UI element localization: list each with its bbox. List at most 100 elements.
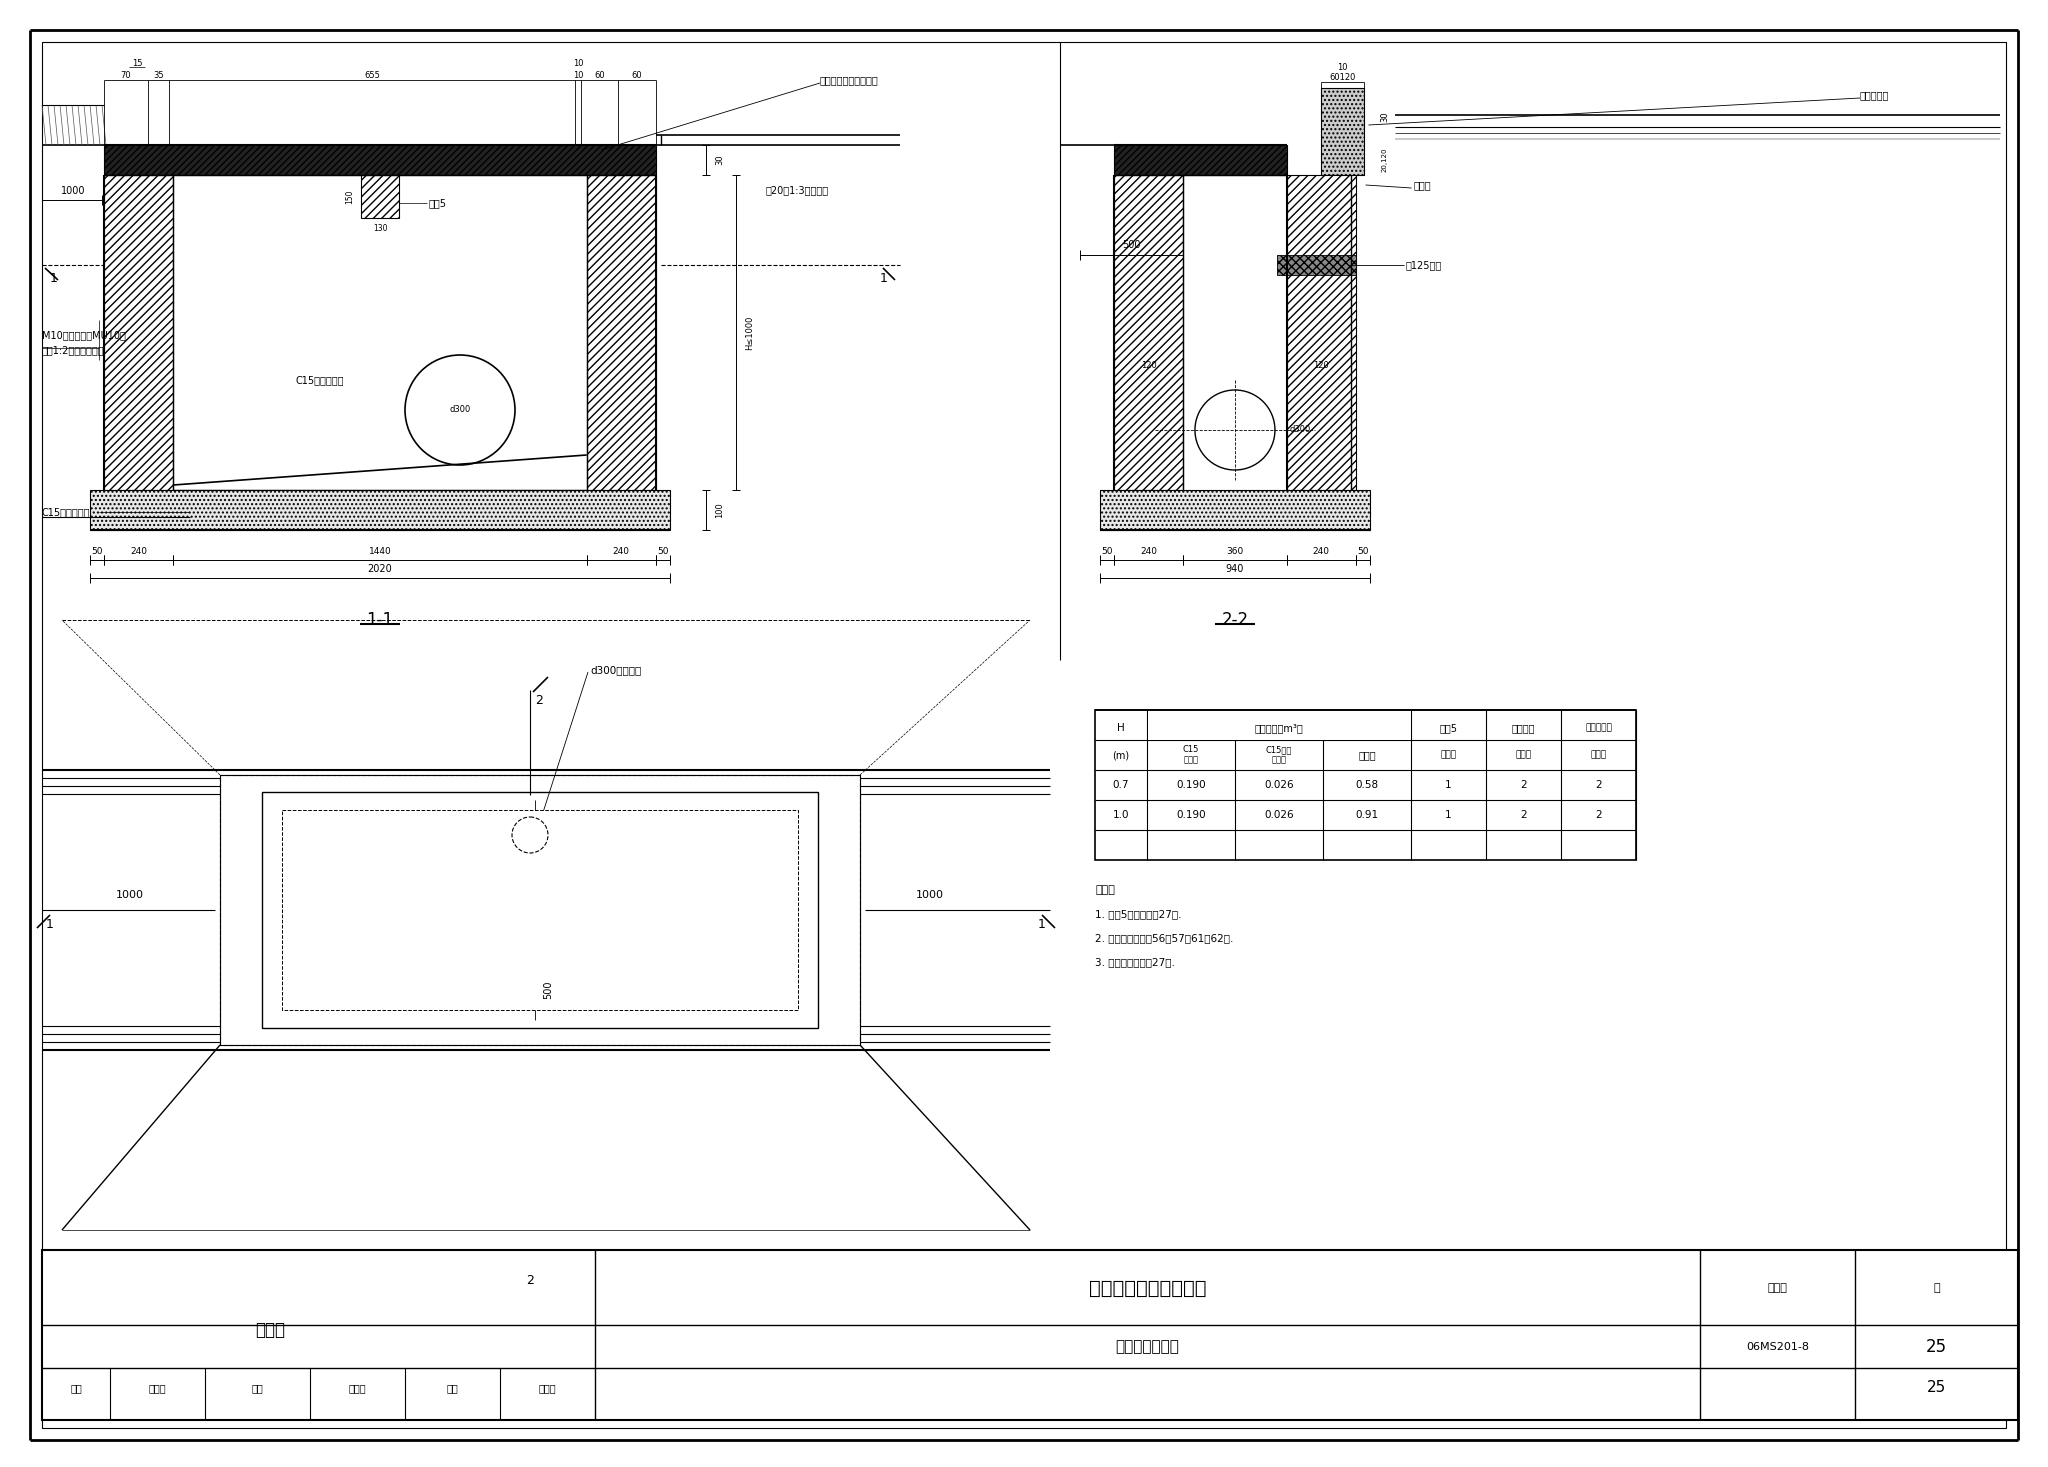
Text: 1: 1 (1038, 918, 1047, 932)
Bar (262, 792, 817, 1028)
Text: 1: 1 (881, 271, 889, 285)
Bar (1321, 88, 1364, 175)
Text: M10水泥砂浆砌MU10砖: M10水泥砂浆砌MU10砖 (43, 330, 125, 340)
Text: 砖砌偏沟式双算雨水口: 砖砌偏沟式双算雨水口 (1090, 1279, 1206, 1297)
Text: d300雨水口管: d300雨水口管 (590, 665, 641, 675)
Bar (1149, 711, 1411, 739)
Text: 10: 10 (573, 59, 584, 67)
Bar (301, 820, 510, 1000)
Text: 10: 10 (573, 70, 584, 79)
Bar (1100, 490, 1370, 530)
Text: 360: 360 (1227, 547, 1243, 556)
Text: d300: d300 (449, 405, 471, 415)
Text: 过梁5: 过梁5 (428, 198, 446, 208)
Bar (90, 490, 670, 530)
Text: 15: 15 (131, 59, 141, 67)
Text: 1: 1 (45, 918, 53, 932)
Bar (1286, 175, 1356, 490)
Bar (1321, 88, 1364, 175)
Text: 20,120: 20,120 (1382, 148, 1389, 172)
Text: C15细石
混凝土: C15细石 混凝土 (1266, 745, 1292, 764)
Text: 0.7: 0.7 (1112, 780, 1128, 791)
Text: 30: 30 (1380, 111, 1389, 122)
Text: 2-2: 2-2 (1221, 610, 1249, 629)
Text: 500: 500 (1122, 241, 1141, 249)
Text: 设计: 设计 (446, 1383, 459, 1394)
Text: 图集号: 图集号 (1767, 1284, 1788, 1292)
Text: 砖砌体: 砖砌体 (1358, 750, 1376, 760)
Text: 1-1: 1-1 (367, 610, 393, 629)
Text: C15混凝土基础: C15混凝土基础 (43, 508, 90, 516)
Bar (1096, 710, 1636, 860)
Text: 2: 2 (1595, 810, 1602, 820)
Text: 2020: 2020 (369, 563, 393, 574)
Text: (m): (m) (1112, 750, 1130, 760)
Bar (219, 775, 860, 1045)
Text: 50: 50 (657, 547, 668, 556)
Text: 混凝土井圈: 混凝土井圈 (1585, 723, 1612, 732)
Text: H: H (1116, 723, 1124, 734)
Text: 150: 150 (344, 189, 354, 204)
Text: H≤1000: H≤1000 (745, 315, 754, 349)
Text: 06MS201-8: 06MS201-8 (1747, 1342, 1808, 1353)
Text: 940: 940 (1227, 563, 1243, 574)
Text: 240: 240 (1141, 547, 1157, 556)
Bar (551, 820, 778, 1000)
Bar (219, 775, 860, 1045)
Text: 30: 30 (715, 154, 725, 166)
Text: 发125砖券: 发125砖券 (1405, 260, 1442, 270)
Text: （混凝土井圈）: （混凝土井圈） (1116, 1339, 1180, 1354)
Text: 240: 240 (131, 547, 147, 556)
Bar (283, 810, 799, 1009)
Text: 25: 25 (1927, 1380, 1946, 1395)
Text: 25: 25 (1925, 1338, 1948, 1356)
Text: 0.91: 0.91 (1356, 810, 1378, 820)
Text: 1. 过梁5见本图集第27页.: 1. 过梁5见本图集第27页. (1096, 910, 1182, 918)
Text: 人行道铺装: 人行道铺装 (1860, 89, 1890, 100)
Text: 70: 70 (121, 70, 131, 79)
Text: 240: 240 (1313, 547, 1329, 556)
Text: 60: 60 (631, 70, 643, 79)
Bar (1114, 145, 1286, 175)
Text: 2: 2 (1520, 810, 1528, 820)
Text: C15
混凝土: C15 混凝土 (1184, 745, 1200, 764)
Text: （个）: （个） (1591, 751, 1606, 760)
Text: 3. 井圈见本图集第27页.: 3. 井圈见本图集第27页. (1096, 956, 1176, 967)
Text: 35: 35 (154, 70, 164, 79)
Text: 2: 2 (526, 1273, 535, 1287)
Text: 2: 2 (1595, 780, 1602, 791)
Text: 0.58: 0.58 (1356, 780, 1378, 791)
Text: d300: d300 (1290, 425, 1311, 434)
Text: 1: 1 (1446, 780, 1452, 791)
Text: 混凝土井圈及铸铁算子: 混凝土井圈及铸铁算子 (819, 75, 879, 85)
Text: 2: 2 (1520, 780, 1528, 791)
Text: 2. 算子见本图集第56、57、61、62页.: 2. 算子见本图集第56、57、61、62页. (1096, 933, 1233, 943)
Text: 1.0: 1.0 (1112, 810, 1128, 820)
Text: 1000: 1000 (915, 890, 944, 899)
Text: 温丽晖: 温丽晖 (539, 1383, 557, 1394)
Text: 50: 50 (92, 547, 102, 556)
Text: 120: 120 (1141, 361, 1157, 370)
Text: 座20厚1:3水泥砂浆: 座20厚1:3水泥砂浆 (766, 185, 829, 195)
Text: 1: 1 (1446, 810, 1452, 820)
Text: 0.026: 0.026 (1264, 780, 1294, 791)
Text: 500: 500 (543, 981, 553, 999)
Text: 0.190: 0.190 (1176, 780, 1206, 791)
Text: 1000: 1000 (61, 186, 86, 197)
Text: 60: 60 (594, 70, 606, 79)
Bar (1276, 255, 1356, 274)
Bar (43, 1250, 2017, 1420)
Text: （个）: （个） (1516, 751, 1532, 760)
Bar (586, 175, 655, 490)
Text: 铸铁算子: 铸铁算子 (1511, 723, 1536, 734)
Text: 墙内1:2水泥砂浆勾缝: 墙内1:2水泥砂浆勾缝 (43, 345, 104, 355)
Text: 1440: 1440 (369, 547, 391, 556)
Text: 盛奕节: 盛奕节 (348, 1383, 367, 1394)
Text: 工程数量（m³）: 工程数量（m³） (1255, 723, 1303, 734)
Bar (104, 145, 655, 175)
Text: 60120: 60120 (1329, 73, 1356, 82)
Bar (104, 175, 174, 490)
Text: 0.026: 0.026 (1264, 810, 1294, 820)
Text: 立缘石: 立缘石 (1413, 180, 1432, 191)
Text: 655: 655 (365, 70, 381, 79)
